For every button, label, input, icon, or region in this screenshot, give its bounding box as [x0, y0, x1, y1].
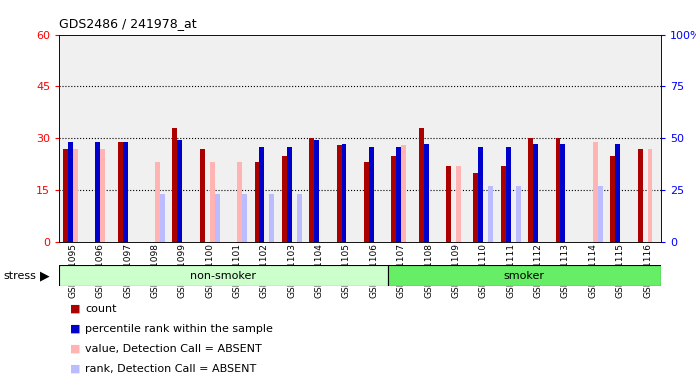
- Bar: [446, 166, 451, 242]
- Bar: [209, 162, 214, 242]
- Text: rank, Detection Call = ABSENT: rank, Detection Call = ABSENT: [85, 364, 256, 374]
- Bar: [478, 147, 483, 242]
- Bar: [555, 138, 560, 242]
- Bar: [73, 149, 78, 242]
- Text: ▶: ▶: [40, 269, 49, 282]
- Text: smoker: smoker: [504, 270, 545, 281]
- Bar: [260, 147, 264, 242]
- Bar: [296, 194, 301, 242]
- Text: stress: stress: [3, 271, 36, 281]
- Bar: [598, 186, 603, 242]
- Bar: [342, 144, 347, 242]
- Bar: [501, 166, 506, 242]
- Bar: [473, 173, 478, 242]
- Bar: [506, 147, 511, 242]
- Bar: [63, 149, 68, 242]
- Bar: [242, 194, 247, 242]
- Text: ■: ■: [70, 324, 80, 334]
- Text: percentile rank within the sample: percentile rank within the sample: [85, 324, 273, 334]
- Bar: [401, 145, 406, 242]
- Bar: [615, 144, 620, 242]
- Bar: [424, 144, 429, 242]
- Text: count: count: [85, 304, 116, 314]
- Bar: [200, 149, 205, 242]
- Bar: [369, 147, 374, 242]
- Bar: [638, 149, 642, 242]
- Bar: [647, 149, 652, 242]
- Bar: [396, 147, 401, 242]
- Bar: [419, 128, 424, 242]
- Bar: [155, 162, 160, 242]
- Bar: [95, 142, 100, 242]
- Bar: [560, 144, 565, 242]
- Bar: [160, 194, 165, 242]
- Text: non-smoker: non-smoker: [190, 270, 256, 281]
- Text: ■: ■: [70, 364, 80, 374]
- Bar: [533, 144, 538, 242]
- Bar: [177, 140, 182, 242]
- Bar: [237, 162, 242, 242]
- Bar: [100, 149, 105, 242]
- Bar: [516, 186, 521, 242]
- Text: value, Detection Call = ABSENT: value, Detection Call = ABSENT: [85, 344, 262, 354]
- Bar: [59, 265, 388, 286]
- Text: ■: ■: [70, 344, 80, 354]
- Text: ■: ■: [70, 304, 80, 314]
- Bar: [391, 156, 396, 242]
- Bar: [309, 138, 314, 242]
- Bar: [255, 162, 260, 242]
- Bar: [214, 194, 219, 242]
- Bar: [287, 147, 292, 242]
- Bar: [314, 140, 319, 242]
- Bar: [173, 128, 177, 242]
- Bar: [528, 138, 533, 242]
- Text: GDS2486 / 241978_at: GDS2486 / 241978_at: [59, 17, 197, 30]
- Bar: [269, 194, 274, 242]
- Bar: [337, 145, 342, 242]
- Bar: [610, 156, 615, 242]
- Bar: [593, 142, 598, 242]
- Bar: [489, 186, 493, 242]
- Bar: [282, 156, 287, 242]
- Bar: [456, 166, 461, 242]
- Bar: [388, 265, 661, 286]
- Bar: [118, 142, 122, 242]
- Bar: [122, 142, 127, 242]
- Bar: [364, 162, 369, 242]
- Bar: [68, 142, 73, 242]
